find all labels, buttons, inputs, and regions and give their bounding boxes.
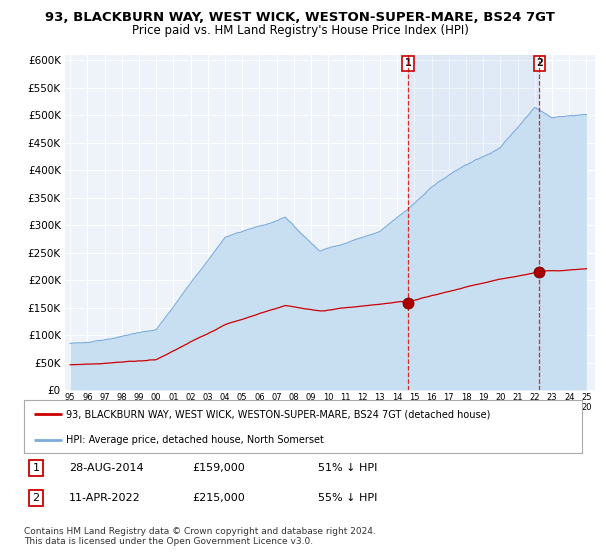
Text: 93, BLACKBURN WAY, WEST WICK, WESTON-SUPER-MARE, BS24 7GT: 93, BLACKBURN WAY, WEST WICK, WESTON-SUP… (45, 11, 555, 24)
Text: 28-AUG-2014: 28-AUG-2014 (69, 463, 143, 473)
Bar (408, 55, 539, 390)
Text: HPI: Average price, detached house, North Somerset: HPI: Average price, detached house, Nort… (66, 435, 324, 445)
Text: 1: 1 (405, 58, 412, 68)
Text: 2: 2 (32, 493, 40, 503)
Text: Price paid vs. HM Land Registry's House Price Index (HPI): Price paid vs. HM Land Registry's House … (131, 24, 469, 37)
Text: 2: 2 (536, 58, 543, 68)
Text: £215,000: £215,000 (192, 493, 245, 503)
Text: Contains HM Land Registry data © Crown copyright and database right 2024.
This d: Contains HM Land Registry data © Crown c… (24, 527, 376, 547)
Text: 93, BLACKBURN WAY, WEST WICK, WESTON-SUPER-MARE, BS24 7GT (detached house): 93, BLACKBURN WAY, WEST WICK, WESTON-SUP… (66, 409, 490, 419)
Text: 1: 1 (32, 463, 40, 473)
Text: 55% ↓ HPI: 55% ↓ HPI (318, 493, 377, 503)
Text: 51% ↓ HPI: 51% ↓ HPI (318, 463, 377, 473)
Text: £159,000: £159,000 (192, 463, 245, 473)
Text: 11-APR-2022: 11-APR-2022 (69, 493, 141, 503)
